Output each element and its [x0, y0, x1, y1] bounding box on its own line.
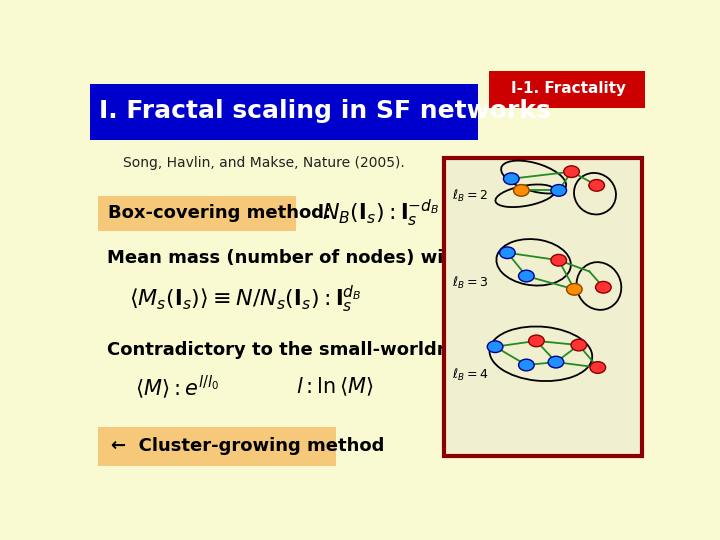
Text: $l: \ln\langle M\rangle$: $l: \ln\langle M\rangle$	[297, 376, 374, 398]
Circle shape	[500, 247, 516, 259]
Text: Contradictory to the small-worldness:: Contradictory to the small-worldness:	[107, 341, 490, 359]
Circle shape	[518, 270, 534, 282]
Text: $\langle M\rangle: e^{l/l_0}$: $\langle M\rangle: e^{l/l_0}$	[135, 373, 219, 401]
Text: I-1. Fractality: I-1. Fractality	[510, 82, 626, 97]
FancyBboxPatch shape	[99, 196, 297, 231]
Text: Box-covering method:: Box-covering method:	[109, 204, 331, 222]
FancyBboxPatch shape	[444, 158, 642, 456]
Circle shape	[528, 335, 544, 347]
Circle shape	[571, 339, 587, 351]
Circle shape	[551, 185, 567, 196]
FancyBboxPatch shape	[90, 84, 478, 140]
Text: $\langle M_s(\mathbf{l}_s)\rangle \equiv N/N_s(\mathbf{l}_s): \mathbf{l}_s^{d_B}: $\langle M_s(\mathbf{l}_s)\rangle \equiv…	[129, 284, 361, 315]
Text: I. Fractal scaling in SF networks: I. Fractal scaling in SF networks	[99, 99, 551, 123]
Circle shape	[551, 254, 567, 266]
Circle shape	[487, 341, 503, 353]
FancyBboxPatch shape	[489, 71, 645, 109]
Text: $\ell_B = 2$: $\ell_B = 2$	[451, 188, 487, 204]
Text: $\ell_B = 4$: $\ell_B = 4$	[451, 367, 488, 383]
Text: $\ell_B = 3$: $\ell_B = 3$	[451, 275, 487, 291]
FancyBboxPatch shape	[99, 427, 336, 466]
Circle shape	[503, 173, 519, 185]
Circle shape	[564, 166, 580, 178]
Circle shape	[590, 362, 606, 373]
Circle shape	[589, 180, 605, 191]
Circle shape	[567, 284, 582, 295]
Text: ←  Cluster-growing method: ← Cluster-growing method	[111, 437, 384, 455]
Text: Mean mass (number of nodes) within a box:: Mean mass (number of nodes) within a box…	[107, 249, 552, 267]
Text: $N_B(\mathbf{l}_s): \mathbf{l}_s^{-d_B}$: $N_B(\mathbf{l}_s): \mathbf{l}_s^{-d_B}$	[322, 198, 439, 229]
Circle shape	[513, 185, 529, 196]
Circle shape	[595, 281, 611, 293]
Circle shape	[518, 359, 534, 371]
Text: Song, Havlin, and Makse, Nature (2005).: Song, Havlin, and Makse, Nature (2005).	[124, 156, 405, 170]
Circle shape	[548, 356, 564, 368]
